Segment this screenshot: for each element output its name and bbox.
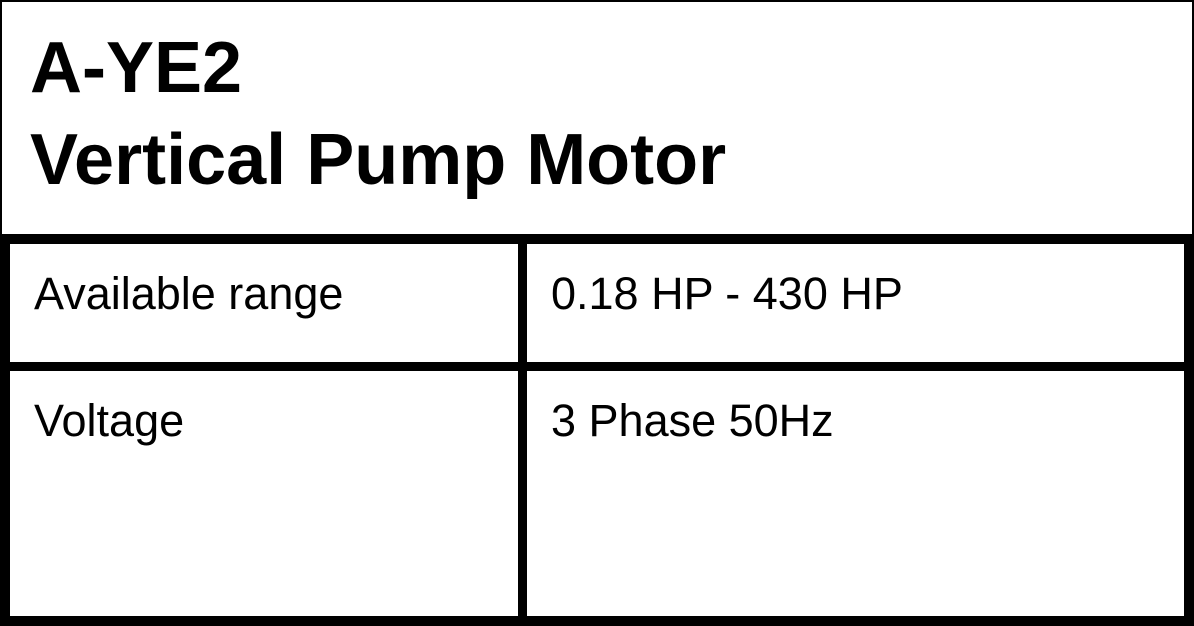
spec-value-available-range: 0.18 HP - 430 HP xyxy=(527,244,1184,362)
spec-table: Available range 0.18 HP - 430 HP Voltage… xyxy=(0,234,1194,626)
spec-value-voltage: 3 Phase 50Hz xyxy=(527,371,1184,616)
spec-label-available-range: Available range xyxy=(10,244,518,362)
product-model-title: A-YE2 xyxy=(30,28,243,108)
product-name-title: Vertical Pump Motor xyxy=(30,120,727,200)
spec-label-voltage: Voltage xyxy=(10,371,518,616)
product-header: A-YE2 Vertical Pump Motor xyxy=(0,0,1194,234)
